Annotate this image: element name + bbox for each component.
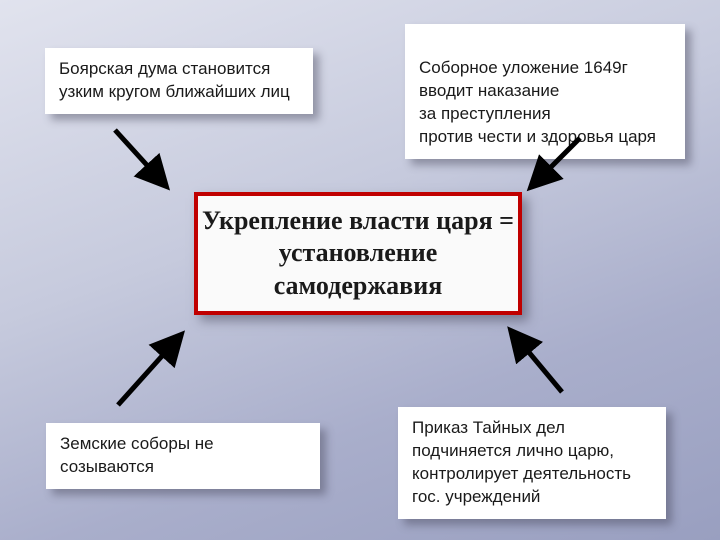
box-top-right: Соборное уложение 1649г вводит наказание…	[405, 24, 685, 159]
box-bottom-left-text: Земские соборы не созываются	[60, 434, 214, 476]
box-top-right-text: Соборное уложение 1649г вводит наказание…	[419, 58, 656, 146]
slide: Боярская дума становится узким кругом бл…	[0, 0, 720, 540]
box-bottom-right-text: Приказ Тайных дел подчиняется лично царю…	[412, 418, 631, 506]
center-box: Укрепление власти царя = установление са…	[194, 192, 522, 315]
center-box-text: Укрепление власти царя = установление са…	[198, 205, 518, 303]
box-bottom-left: Земские соборы не созываются	[46, 423, 320, 489]
box-top-left-text: Боярская дума становится узким кругом бл…	[59, 59, 290, 101]
box-top-left: Боярская дума становится узким кругом бл…	[45, 48, 313, 114]
box-bottom-right: Приказ Тайных дел подчиняется лично царю…	[398, 407, 666, 519]
